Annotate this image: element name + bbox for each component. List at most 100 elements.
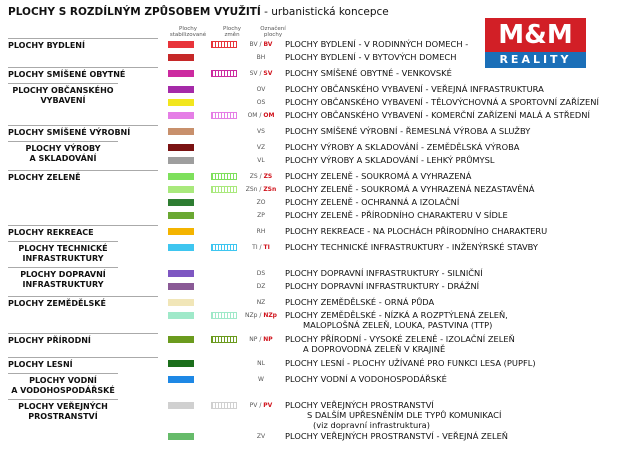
- description: PLOCHY VODNÍ A VODOHOSPODÁŘSKÉ: [285, 374, 447, 384]
- code-separator: /: [259, 402, 262, 409]
- group-label: PLOCHY TECHNICKÉ INFRASTRUKTURY: [8, 241, 118, 264]
- description: PLOCHY DOPRAVNÍ INFRASTRUKTURY - SILNIČN…: [285, 268, 483, 278]
- description: PLOCHY OBČANSKÉHO VYBAVENÍ - KOMERČNÍ ZA…: [285, 110, 590, 120]
- title: PLOCHY S ROZDÍLNÝM ZPŮSOBEM VYUŽITÍ - ur…: [8, 6, 389, 18]
- description: PLOCHY ZELENĚ - SOUKROMÁ A VYHRAZENÁ: [285, 171, 471, 181]
- swatch-stable: [168, 173, 194, 180]
- legend-row: ZS / ZS PLOCHY ZELENĚ - SOUKROMÁ A VYHRAZ…: [168, 170, 643, 183]
- group: PLOCHY ZEMĚDĚLSKÉ NZ PLOCHY ZEMĚDĚLSKÉ - O…: [0, 296, 643, 330]
- description-line: PLOCHY VODNÍ A VODOHOSPODÁŘSKÉ: [285, 374, 447, 384]
- code-change: ZSn: [263, 186, 277, 193]
- code-separator: /: [259, 186, 262, 193]
- code: VL: [237, 157, 285, 164]
- group-label: PLOCHY VÝROBY A SKLADOVÁNÍ: [8, 141, 118, 167]
- legend-row: RH PLOCHY REKREACE - NA PLOCHÁCH PŘÍRODNÍ…: [168, 225, 643, 238]
- code-stable: NZ: [256, 299, 266, 306]
- legend-row: NZp / NZp PLOCHY ZEMĚDĚLSKÉ - NÍZKÁ A ROZ…: [168, 309, 643, 330]
- group: PLOCHY ZELENĚ ZS / ZS PLOCHY ZELENĚ - SOUK…: [0, 170, 643, 222]
- swatch-change: [211, 41, 237, 48]
- description-line: PLOCHY OBČANSKÉHO VYBAVENÍ - KOMERČNÍ ZA…: [285, 110, 590, 120]
- code: DS: [237, 270, 285, 277]
- code-stable: RH: [256, 228, 266, 235]
- rows: DS PLOCHY DOPRAVNÍ INFRASTRUKTURY - SILNI…: [168, 267, 643, 293]
- code-stable: VS: [257, 128, 265, 135]
- group-label: PLOCHY VODNÍ A VODOHOSPODÁŘSKÉ: [8, 373, 118, 396]
- swatch-stable: [168, 112, 194, 119]
- group-label-line: VYBAVENÍ: [40, 96, 86, 105]
- description: PLOCHY ZELENĚ - PŘÍRODNÍHO CHARAKTERU V …: [285, 210, 508, 220]
- group: PLOCHY REKREACE RH PLOCHY REKREACE - NA PL…: [0, 225, 643, 238]
- column-header: Plochy změn: [212, 26, 252, 38]
- code: ZSn / ZSn: [237, 186, 285, 193]
- group-label-line: PLOCHY LESNÍ: [8, 360, 73, 369]
- rows: PV / PV PLOCHY VEŘEJNÝCH PROSTRANSTVÍ S DA…: [168, 399, 643, 443]
- description-line: PLOCHY ZELENĚ - SOUKROMÁ A VYHRAZENÁ NEZ…: [285, 184, 535, 194]
- group-label-line: PLOCHY BYDLENÍ: [8, 41, 85, 50]
- group-label-line: PLOCHY VÝROBY: [25, 144, 101, 153]
- code-stable: VL: [257, 157, 265, 164]
- description: PLOCHY ZEMĚDĚLSKÉ - NÍZKÁ A ROZPTÝLENÁ Z…: [285, 310, 508, 330]
- description: PLOCHY ZELENĚ - OCHRANNÁ A IZOLAČNÍ: [285, 197, 459, 207]
- group-label: PLOCHY ZELENĚ: [8, 170, 158, 222]
- column-header-line: plochy: [263, 32, 283, 38]
- description: PLOCHY VEŘEJNÝCH PROSTRANSTVÍ S DALŠÍM UP…: [285, 400, 501, 430]
- description-line: S DALŠÍM UPŘESNĚNÍM DLE TYPŮ KOMUNIKACÍ: [307, 410, 502, 420]
- code-stable: NL: [257, 360, 265, 367]
- code: OV: [237, 86, 285, 93]
- code: NZp / NZp: [237, 312, 285, 319]
- legend-row: OV PLOCHY OBČANSKÉHO VYBAVENÍ - VEŘEJNÁ I…: [168, 83, 643, 96]
- group-label-line: PLOCHY OBČANSKÉHO: [12, 86, 114, 95]
- group: PLOCHY VODNÍ A VODOHOSPODÁŘSKÉ W PLOCHY VOD…: [0, 373, 643, 396]
- swatch-stable: [168, 99, 194, 106]
- group-label-line: A SKLADOVÁNÍ: [29, 154, 97, 163]
- column-header-line: změn: [224, 32, 240, 38]
- group-label-line: PROSTRANSTVÍ: [28, 412, 98, 421]
- description: PLOCHY VEŘEJNÝCH PROSTRANSTVÍ - VEŘEJNÁ …: [285, 431, 508, 441]
- code: BV / BV: [237, 41, 285, 48]
- swatch-change: [211, 336, 237, 343]
- description-line: PLOCHY VEŘEJNÝCH PROSTRANSTVÍ: [285, 400, 434, 410]
- code: TI / TI: [237, 244, 285, 251]
- description: PLOCHY SMÍŠENÉ OBYTNÉ - VENKOVSKÉ: [285, 68, 452, 78]
- legend-row: NZ PLOCHY ZEMĚDĚLSKÉ - ORNÁ PŮDA: [168, 296, 643, 309]
- code-separator: /: [259, 312, 262, 319]
- description-line: PLOCHY ZELENĚ - SOUKROMÁ A VYHRAZENÁ: [285, 171, 472, 181]
- code: PV / PV: [237, 402, 285, 409]
- description-line: PLOCHY BYDLENÍ - V BYTOVÝCH DOMECH: [285, 52, 457, 62]
- swatch-stable: [168, 299, 194, 306]
- code-stable: PV: [249, 402, 258, 409]
- column-header-line: Plochy: [179, 26, 197, 32]
- group-label-line: INFRASTRUKTURY: [22, 280, 104, 289]
- code-separator: /: [259, 70, 262, 77]
- rows: ZS / ZS PLOCHY ZELENĚ - SOUKROMÁ A VYHRAZ…: [168, 170, 643, 222]
- rows: NL PLOCHY LESNÍ - PLOCHY UŽÍVANÉ PRO FUNK…: [168, 357, 643, 370]
- code-stable: NZp: [245, 312, 258, 319]
- group-label: PLOCHY PŘÍRODNÍ: [8, 333, 158, 354]
- swatch-change: [211, 112, 237, 119]
- swatch-stable: [168, 336, 194, 343]
- group-label: PLOCHY SMÍŠENÉ OBYTNÉ: [8, 67, 158, 80]
- code-stable: NP: [249, 336, 258, 343]
- code-stable: ZSn: [245, 186, 258, 193]
- description: PLOCHY LESNÍ - PLOCHY UŽÍVANÉ PRO FUNKCI…: [285, 358, 536, 368]
- group-label-line: INFRASTRUKTURY: [22, 254, 104, 263]
- legend: PLOCHY BYDLENÍ BV / BV PLOCHY BYDLENÍ - V …: [0, 38, 643, 446]
- legend-row: SV / SV PLOCHY SMÍŠENÉ OBYTNÉ - VENKOVSKÉ: [168, 67, 643, 80]
- group-label-line: PLOCHY REKREACE: [8, 228, 94, 237]
- code-stable: BH: [256, 54, 266, 61]
- legend-row: OM / OM PLOCHY OBČANSKÉHO VYBAVENÍ - KOME…: [168, 109, 643, 122]
- column-header-line: Označení: [260, 26, 286, 32]
- code-change: OM: [263, 112, 275, 119]
- logo-top: M&M: [485, 18, 586, 52]
- swatch-change: [211, 173, 237, 180]
- legend-row: W PLOCHY VODNÍ A VODOHOSPODÁŘSKÉ: [168, 373, 643, 386]
- code-stable: ZV: [256, 433, 266, 440]
- description: PLOCHY TECHNICKÉ INFRASTRUKTURY - INŽENÝ…: [285, 242, 538, 252]
- code-stable: TI: [252, 244, 258, 251]
- title-main: PLOCHY S ROZDÍLNÝM ZPŮSOBEM VYUŽITÍ: [8, 6, 261, 18]
- code: VZ: [237, 144, 285, 151]
- code-change: BV: [263, 41, 273, 48]
- rows: BV / BV PLOCHY BYDLENÍ - V RODINNÝCH DOME…: [168, 38, 643, 64]
- swatch-stable: [168, 433, 194, 440]
